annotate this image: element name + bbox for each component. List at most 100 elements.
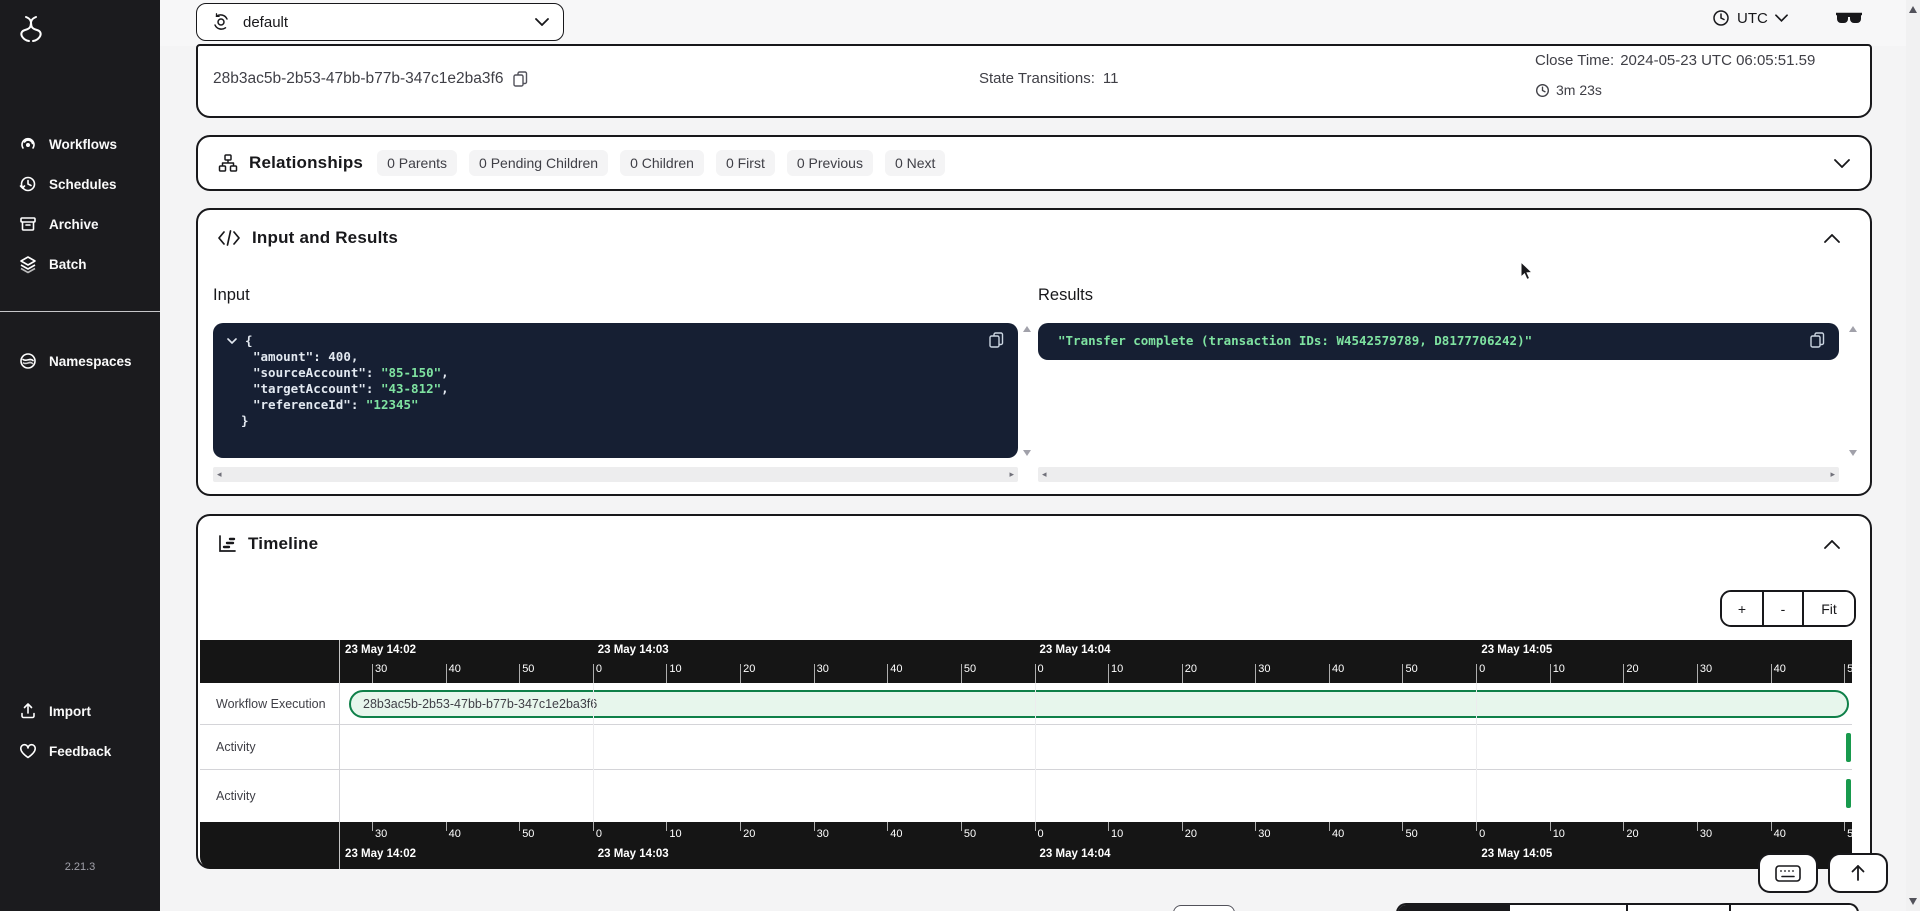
sidebar-item-import[interactable]: Import xyxy=(0,691,160,731)
scroll-down-icon[interactable] xyxy=(1849,450,1857,456)
timeline-collapse-toggle[interactable] xyxy=(1824,540,1840,549)
scroll-up-icon[interactable] xyxy=(1023,326,1031,332)
scroll-to-top-button[interactable] xyxy=(1828,853,1888,893)
timeline-card: Timeline + - Fit 23 May 14:02 23 May 14:0… xyxy=(196,514,1872,869)
results-code-block: "Transfer complete (transaction IDs: W45… xyxy=(1038,323,1839,360)
scrollbar-up-icon[interactable] xyxy=(1909,6,1917,13)
tick-label: 40 xyxy=(1331,828,1345,840)
tick-mark xyxy=(740,822,742,831)
workflow-execution-bar[interactable]: 28b3ac5b-2b53-47bb-b77b-347c1e2ba3f6 xyxy=(349,690,1849,718)
tick-mark xyxy=(1844,664,1846,683)
temporal-logo-icon[interactable] xyxy=(16,14,46,44)
sidebar-item-archive[interactable]: Archive xyxy=(0,204,160,244)
copy-icon[interactable] xyxy=(1810,332,1825,348)
input-results-title: Input and Results xyxy=(252,228,399,247)
tick-label: 0 xyxy=(1037,828,1044,840)
timeline-row-workflow: Workflow Execution 28b3ac5b-2b53-47bb-b7… xyxy=(200,683,1852,725)
scroll-left-icon[interactable]: ◂ xyxy=(217,469,222,479)
zoom-in-button[interactable]: + xyxy=(1722,592,1762,625)
tick-label: 50 xyxy=(522,663,535,675)
tick-mark xyxy=(887,822,889,831)
activity-bar[interactable] xyxy=(1846,733,1851,762)
tick-label: 50 xyxy=(963,828,977,840)
relationship-badge: 0 Next xyxy=(884,150,946,176)
input-json-lines: "amount": 400, "sourceAccount": "85-150"… xyxy=(227,349,1004,413)
tick-label: 50 xyxy=(522,828,535,840)
segment[interactable] xyxy=(1508,905,1626,911)
glasses-icon xyxy=(1836,12,1862,23)
page-scrollbar[interactable] xyxy=(1906,0,1920,911)
tick-mark xyxy=(1476,664,1478,683)
namespace-switcher-icon xyxy=(214,13,228,30)
app-version: 2.21.3 xyxy=(64,861,96,873)
timezone-selector[interactable]: UTC xyxy=(1712,9,1788,27)
segment-active[interactable] xyxy=(1398,905,1508,911)
sidebar-item-workflows[interactable]: Workflows xyxy=(0,124,160,164)
tick-label: 30 xyxy=(1258,828,1271,840)
row-label: Activity xyxy=(216,740,256,754)
tick-mark xyxy=(1108,822,1110,831)
scroll-down-icon[interactable] xyxy=(1023,450,1031,456)
input-results-collapse-toggle[interactable] xyxy=(1824,234,1840,243)
axis-date-label: 23 May 14:05 xyxy=(1481,644,1553,656)
input-vertical-scroll[interactable] xyxy=(1021,326,1031,456)
tick-label: 50 xyxy=(1847,663,1860,675)
tick-label: 40 xyxy=(1331,663,1345,675)
tick-mark xyxy=(1328,822,1330,831)
axis-date-label: 23 May 14:05 xyxy=(1481,848,1553,860)
tick-mark xyxy=(371,664,373,683)
copy-icon[interactable] xyxy=(989,332,1004,348)
scroll-right-icon[interactable]: ▸ xyxy=(1009,469,1014,479)
input-horizontal-scrollbar[interactable]: ◂ ▸ xyxy=(213,467,1018,482)
tick-label: 10 xyxy=(1111,828,1124,840)
tick-mark xyxy=(1476,822,1478,831)
sidebar-item-namespaces[interactable]: Namespaces xyxy=(0,341,160,381)
tick-label: 0 xyxy=(595,663,602,675)
tick-mark xyxy=(1402,822,1404,831)
axis-date-label: 23 May 14:03 xyxy=(597,644,669,656)
segment[interactable] xyxy=(1729,905,1857,911)
axis-column-divider xyxy=(339,640,340,683)
tick-label: 40 xyxy=(448,828,461,840)
results-vertical-scroll[interactable] xyxy=(1847,326,1857,456)
tick-mark xyxy=(445,664,447,683)
zoom-out-button[interactable]: - xyxy=(1762,592,1802,625)
sidebar-item-schedules[interactable]: Schedules xyxy=(0,164,160,204)
relationships-expand-toggle[interactable] xyxy=(1834,158,1850,168)
sidebar-item-label: Workflows xyxy=(49,136,118,152)
zoom-fit-button[interactable]: Fit xyxy=(1802,592,1854,625)
heart-icon xyxy=(20,743,36,759)
results-horizontal-scrollbar[interactable]: ◂ ▸ xyxy=(1038,467,1839,482)
clock-icon xyxy=(1536,83,1549,97)
namespace-selector[interactable]: default xyxy=(196,3,564,41)
collapse-caret-icon[interactable] xyxy=(227,338,237,344)
event-history-view-toggle-partial[interactable] xyxy=(1396,903,1859,911)
close-time-value: 2024-05-23 UTC 06:05:51.59 xyxy=(1620,52,1816,69)
workflow-summary-card: 28b3ac5b-2b53-47bb-b77b-347c1e2ba3f6 Sta… xyxy=(196,44,1872,118)
sidebar-item-label: Feedback xyxy=(49,743,112,759)
sidebar-item-batch[interactable]: Batch xyxy=(0,244,160,284)
tick-label: 20 xyxy=(743,663,756,675)
scroll-right-icon[interactable]: ▸ xyxy=(1830,469,1835,479)
arrow-up-icon xyxy=(1851,865,1865,881)
sidebar-item-label: Import xyxy=(49,703,91,719)
namespaces-icon xyxy=(20,353,36,369)
activity-bar[interactable] xyxy=(1846,779,1851,808)
timeline-chart-icon xyxy=(219,535,236,552)
scroll-up-icon[interactable] xyxy=(1849,326,1857,332)
namespace-value: default xyxy=(243,13,289,31)
partial-button[interactable] xyxy=(1173,905,1235,911)
segment[interactable] xyxy=(1626,905,1729,911)
labs-mode-toggle[interactable] xyxy=(1834,8,1866,34)
tick-mark xyxy=(1623,664,1625,683)
row-label: Activity xyxy=(216,789,256,803)
sidebar-item-feedback[interactable]: Feedback xyxy=(0,731,160,771)
code-icon xyxy=(218,230,240,246)
archive-icon xyxy=(20,217,36,231)
scroll-left-icon[interactable]: ◂ xyxy=(1042,469,1047,479)
scrollbar-down-icon[interactable] xyxy=(1909,898,1917,905)
sidebar: Workflows Schedules Archive B xyxy=(0,0,160,911)
copy-icon[interactable] xyxy=(513,71,528,87)
code-open-brace: { xyxy=(245,333,253,348)
keyboard-shortcuts-button[interactable] xyxy=(1758,853,1818,893)
